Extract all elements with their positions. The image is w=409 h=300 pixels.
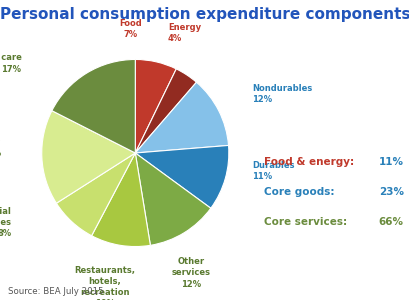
Text: Nondurables
12%: Nondurables 12% [252, 84, 312, 104]
Wedge shape [56, 153, 135, 236]
Text: Housing ex.
energy
16%: Housing ex. energy 16% [0, 127, 1, 158]
Text: 11%: 11% [378, 157, 403, 167]
Text: Financial
services
8%: Financial services 8% [0, 206, 11, 238]
Text: 23%: 23% [378, 187, 403, 197]
Text: Energy
4%: Energy 4% [167, 23, 200, 43]
Wedge shape [91, 153, 150, 247]
Wedge shape [135, 69, 196, 153]
Text: 66%: 66% [378, 217, 403, 227]
Text: Core goods:: Core goods: [264, 187, 334, 197]
Wedge shape [135, 82, 228, 153]
Wedge shape [52, 59, 135, 153]
Text: Durables
11%: Durables 11% [252, 161, 294, 182]
Text: Food & energy:: Food & energy: [264, 157, 354, 167]
Wedge shape [135, 153, 210, 245]
Text: Personal consumption expenditure components: Personal consumption expenditure compone… [0, 8, 409, 22]
Text: Restaurants,
hotels,
recreation
10%: Restaurants, hotels, recreation 10% [74, 266, 135, 300]
Text: Health care
17%: Health care 17% [0, 53, 21, 74]
Text: Food
7%: Food 7% [119, 19, 141, 39]
Text: Source: BEA July 2015: Source: BEA July 2015 [8, 286, 103, 296]
Wedge shape [135, 146, 228, 208]
Text: Core services:: Core services: [264, 217, 347, 227]
Text: Other
services
12%: Other services 12% [171, 257, 210, 289]
Wedge shape [42, 111, 135, 203]
Wedge shape [135, 59, 176, 153]
